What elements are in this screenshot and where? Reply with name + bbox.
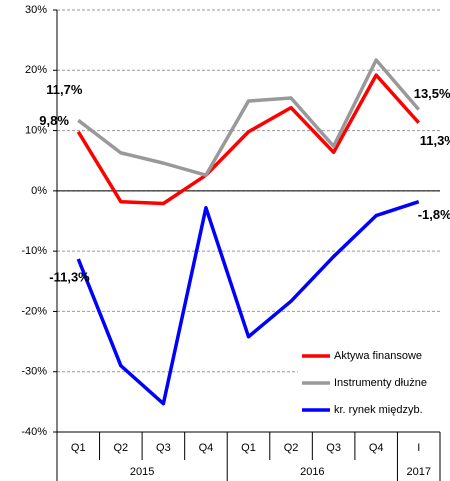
legend-label: Aktywa finansowe (334, 350, 422, 362)
x-tick-label: Q4 (369, 442, 384, 454)
value-label: 11,3% (420, 133, 450, 148)
x-tick-label: Q2 (113, 442, 128, 454)
value-label: 13,5% (414, 86, 450, 101)
value-label: 11,7% (46, 82, 83, 97)
series-line (77, 58, 421, 177)
y-tick-label: 0% (31, 185, 47, 197)
y-tick-label: 30% (25, 4, 47, 16)
x-tick-label: Q3 (326, 442, 341, 454)
y-tick-label: -20% (21, 305, 47, 317)
legend-label: Instrumenty dłużne (334, 377, 427, 389)
y-tick-label: 20% (25, 64, 47, 76)
y-tick-label: -40% (21, 426, 47, 438)
value-label: -11,3% (49, 269, 90, 284)
x-tick-label: I (417, 442, 420, 454)
value-label: 9,8% (39, 113, 69, 128)
value-label: -1,8% (418, 207, 450, 222)
x-tick-label: Q1 (241, 442, 256, 454)
group-label: 2017 (406, 466, 430, 478)
x-tick-label: Q4 (199, 442, 214, 454)
x-tick-label: Q3 (156, 442, 171, 454)
group-label: 2015 (130, 466, 154, 478)
series-line (76, 200, 420, 406)
y-tick-label: 10% (25, 124, 47, 136)
group-label: 2016 (300, 466, 324, 478)
legend-label: kr. rynek międzyb. (334, 404, 423, 416)
series-line (76, 73, 421, 206)
y-tick-label: -10% (21, 245, 47, 257)
x-tick-label: Q1 (71, 442, 86, 454)
x-tick-label: Q2 (284, 442, 299, 454)
y-tick-label: -30% (21, 366, 47, 378)
